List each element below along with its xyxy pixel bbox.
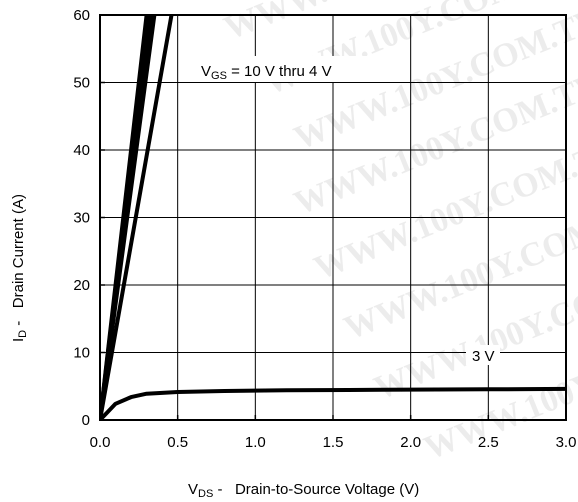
y-axis-label: ID - Drain Current (A) xyxy=(10,194,29,342)
x-tick-labels: 0.0 0.5 1.0 1.5 2.0 2.5 3.0 xyxy=(90,434,577,451)
y-tick-label: 60 xyxy=(73,7,90,24)
x-tick-label: 3.0 xyxy=(556,434,577,451)
x-axis-label: VDS - Drain-to-Source Voltage (V) xyxy=(188,481,419,500)
3v-annotation: 3 V xyxy=(472,348,495,365)
x-tick-label: 2.5 xyxy=(478,434,499,451)
x-tick-label: 0.0 xyxy=(90,434,111,451)
x-tick-label: 1.5 xyxy=(323,434,344,451)
3v-label-bg xyxy=(466,345,500,365)
y-tick-label: 20 xyxy=(73,277,90,294)
series-line xyxy=(100,15,157,420)
y-tick-label: 50 xyxy=(73,75,90,92)
vgs-annotation: VGS = 10 V thru 4 V xyxy=(201,63,332,82)
y-tick-label: 10 xyxy=(73,345,90,362)
y-tick-label: 0 xyxy=(82,412,90,429)
vgs-label-bg xyxy=(196,56,400,82)
series-line xyxy=(100,386,566,420)
y-tick-label: 30 xyxy=(73,210,90,227)
x-tick-label: 1.0 xyxy=(245,434,266,451)
ticks xyxy=(99,14,567,421)
x-tick-label: 0.5 xyxy=(167,434,188,451)
y-tick-labels: 0 10 20 30 40 50 60 xyxy=(73,7,90,429)
x-tick-label: 2.0 xyxy=(400,434,421,451)
curves xyxy=(100,15,566,420)
series-line xyxy=(100,15,174,420)
y-tick-label: 40 xyxy=(73,142,90,159)
